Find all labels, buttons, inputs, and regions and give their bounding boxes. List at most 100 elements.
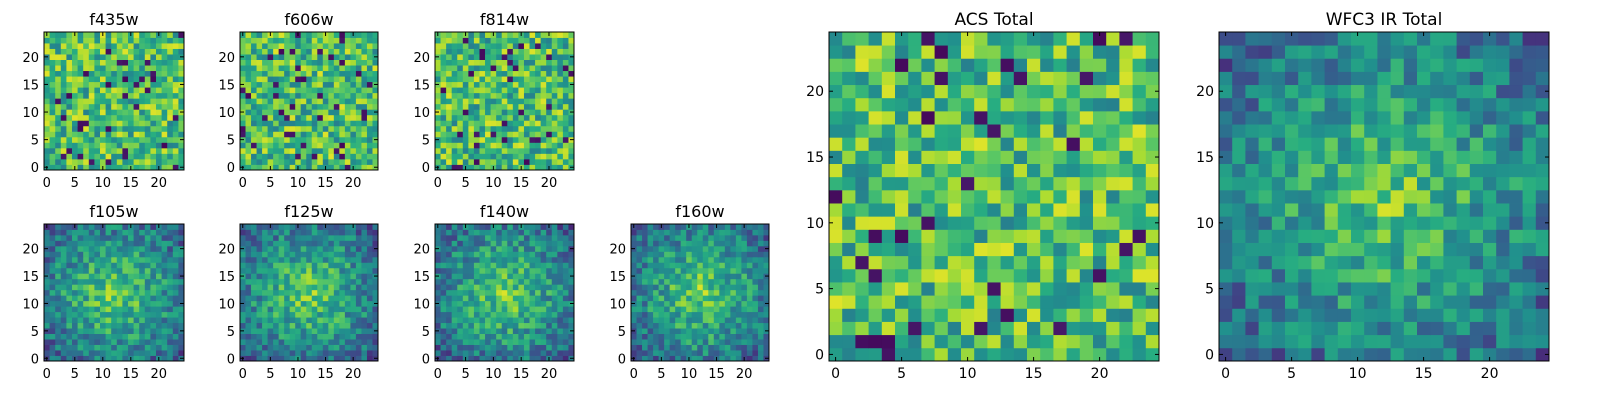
heatmap-cell — [322, 262, 329, 269]
heatmap-cell — [167, 229, 174, 236]
heatmap-cell — [161, 317, 168, 324]
heatmap-cell — [311, 300, 318, 307]
heatmap-cell — [496, 289, 503, 296]
heatmap-cell — [311, 158, 318, 165]
heatmap-cell — [295, 120, 302, 127]
heatmap-cell — [446, 131, 453, 138]
heatmap-cell — [1079, 347, 1094, 362]
heatmap-cell — [730, 322, 737, 329]
heatmap-cell — [697, 234, 704, 241]
heatmap-cell — [842, 150, 856, 164]
heatmap-cell — [440, 76, 447, 83]
heatmap-cell — [551, 70, 558, 77]
heatmap-cell — [100, 240, 106, 247]
heatmap-cell — [562, 98, 569, 105]
heatmap-cell — [741, 229, 748, 236]
heatmap-cell — [895, 255, 909, 270]
heatmap-cell — [55, 344, 62, 351]
heatmap-cell — [490, 98, 497, 105]
heatmap-cell — [77, 32, 84, 38]
heatmap-cell — [88, 273, 95, 280]
heatmap-cell — [240, 229, 246, 236]
heatmap-cell — [647, 267, 654, 274]
heatmap-cell — [156, 87, 162, 94]
heatmap-cell — [562, 158, 569, 165]
heatmap-cell — [446, 317, 453, 324]
heatmap-cell — [333, 48, 340, 55]
heatmap-cell — [77, 114, 84, 121]
heatmap-cell — [568, 295, 575, 302]
heatmap-cell — [122, 300, 129, 307]
heatmap-cell — [490, 267, 497, 274]
heatmap-cell — [295, 333, 302, 340]
heatmap-cell — [355, 114, 362, 121]
heatmap-cell — [468, 125, 475, 132]
heatmap-cell — [562, 229, 569, 236]
x-tick-label: 5 — [266, 176, 274, 191]
heatmap-cell — [317, 54, 324, 60]
heatmap-cell — [267, 131, 274, 138]
heatmap-cell — [72, 240, 78, 247]
heatmap-cell — [895, 242, 909, 257]
x-tick-label: 0 — [43, 176, 51, 191]
heatmap-cell — [262, 142, 268, 149]
heatmap-cell — [339, 262, 346, 269]
heatmap-cell — [144, 224, 151, 230]
heatmap-cell — [49, 306, 56, 313]
heatmap-cell — [333, 344, 340, 351]
heatmap-cell — [974, 242, 988, 257]
heatmap-cell — [83, 267, 90, 274]
x-tick-label: 20 — [345, 176, 362, 191]
heatmap-cell — [669, 289, 676, 296]
heatmap-cell — [523, 306, 530, 313]
heatmap-cell — [535, 81, 542, 88]
heatmap-cell — [55, 98, 62, 105]
heatmap-cell — [462, 333, 469, 340]
heatmap-cell — [1000, 295, 1015, 309]
heatmap-cell — [350, 262, 357, 269]
axes-frame — [434, 223, 575, 362]
heatmap-cell — [178, 333, 185, 340]
heatmap-cell — [333, 251, 340, 258]
heatmap-cell — [757, 311, 764, 318]
heatmap-cell — [262, 136, 268, 143]
heatmap-cell — [311, 273, 318, 280]
heatmap-cell — [1119, 216, 1133, 230]
heatmap-cell — [172, 65, 179, 72]
heatmap-cell — [741, 306, 748, 313]
heatmap-cell — [546, 120, 553, 127]
heatmap-cell — [523, 311, 530, 318]
heatmap-cell — [451, 289, 458, 296]
heatmap-cell — [535, 256, 542, 263]
heatmap-cell — [167, 317, 174, 324]
heatmap-cell — [83, 256, 90, 263]
heatmap-cell — [691, 262, 698, 269]
heatmap-cell — [300, 322, 307, 329]
x-tick-label: 15 — [317, 176, 334, 191]
heatmap-cell — [289, 251, 296, 258]
heatmap-cell — [344, 295, 351, 302]
heatmap-cell — [88, 70, 95, 77]
heatmap-cell — [557, 76, 564, 83]
heatmap-cell — [339, 278, 346, 285]
heatmap-cell — [111, 245, 118, 252]
heatmap-cell — [350, 350, 357, 356]
heatmap-cell — [490, 339, 497, 345]
heatmap-cell — [361, 251, 368, 258]
heatmap-cell — [974, 334, 988, 349]
heatmap-cell — [568, 114, 575, 121]
heatmap-cell — [144, 284, 151, 291]
heatmap-cell — [724, 267, 731, 274]
heatmap-cell — [518, 245, 525, 252]
heatmap-cell — [344, 262, 351, 269]
heatmap-cell — [133, 48, 140, 55]
heatmap-cell — [83, 164, 90, 171]
x-tick-label: 10 — [290, 367, 307, 382]
heatmap-cell — [122, 32, 129, 38]
heatmap-cell — [178, 289, 185, 296]
heatmap-cell — [881, 150, 896, 164]
heatmap-cell — [167, 54, 174, 60]
heatmap-cell — [451, 43, 458, 49]
heatmap-cell — [512, 300, 519, 307]
heatmap-cell — [262, 229, 268, 236]
